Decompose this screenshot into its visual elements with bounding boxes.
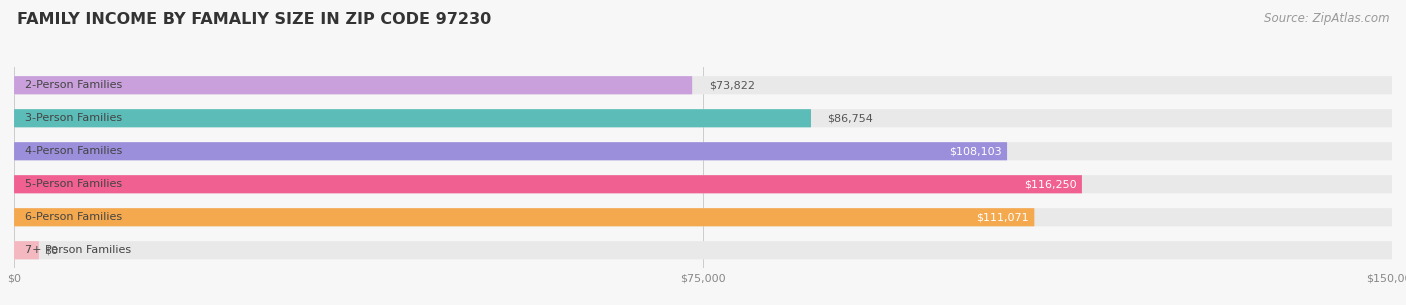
Text: $73,822: $73,822 <box>709 80 755 90</box>
Text: $86,754: $86,754 <box>828 113 873 123</box>
Text: 5-Person Families: 5-Person Families <box>25 179 122 189</box>
Text: FAMILY INCOME BY FAMALIY SIZE IN ZIP CODE 97230: FAMILY INCOME BY FAMALIY SIZE IN ZIP COD… <box>17 12 491 27</box>
Text: $111,071: $111,071 <box>976 212 1029 222</box>
FancyBboxPatch shape <box>14 241 1392 259</box>
Text: Source: ZipAtlas.com: Source: ZipAtlas.com <box>1264 12 1389 25</box>
FancyBboxPatch shape <box>14 109 811 127</box>
FancyBboxPatch shape <box>14 142 1007 160</box>
Text: $108,103: $108,103 <box>949 146 1001 156</box>
FancyBboxPatch shape <box>14 241 39 259</box>
Text: 4-Person Families: 4-Person Families <box>25 146 122 156</box>
FancyBboxPatch shape <box>14 208 1035 226</box>
FancyBboxPatch shape <box>14 76 1392 94</box>
FancyBboxPatch shape <box>14 76 692 94</box>
Text: 3-Person Families: 3-Person Families <box>25 113 122 123</box>
Text: 7+ Person Families: 7+ Person Families <box>25 245 131 255</box>
Text: $0: $0 <box>45 245 59 255</box>
FancyBboxPatch shape <box>14 175 1083 193</box>
Text: $116,250: $116,250 <box>1024 179 1077 189</box>
Text: 6-Person Families: 6-Person Families <box>25 212 122 222</box>
FancyBboxPatch shape <box>14 109 1392 127</box>
FancyBboxPatch shape <box>14 175 1392 193</box>
Text: 2-Person Families: 2-Person Families <box>25 80 122 90</box>
FancyBboxPatch shape <box>14 142 1392 160</box>
FancyBboxPatch shape <box>14 208 1392 226</box>
